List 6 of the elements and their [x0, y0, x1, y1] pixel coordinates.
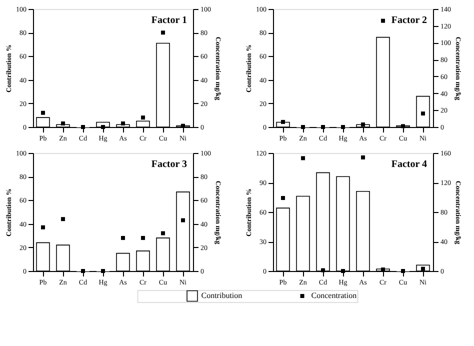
legend-label: Concentration: [311, 291, 357, 300]
text: Factor 1: [151, 15, 187, 26]
text: Factor 3: [151, 159, 187, 170]
legend-label: Contribution: [201, 291, 242, 300]
text: Factor 2: [391, 15, 427, 26]
text: Factor 4: [391, 159, 427, 170]
